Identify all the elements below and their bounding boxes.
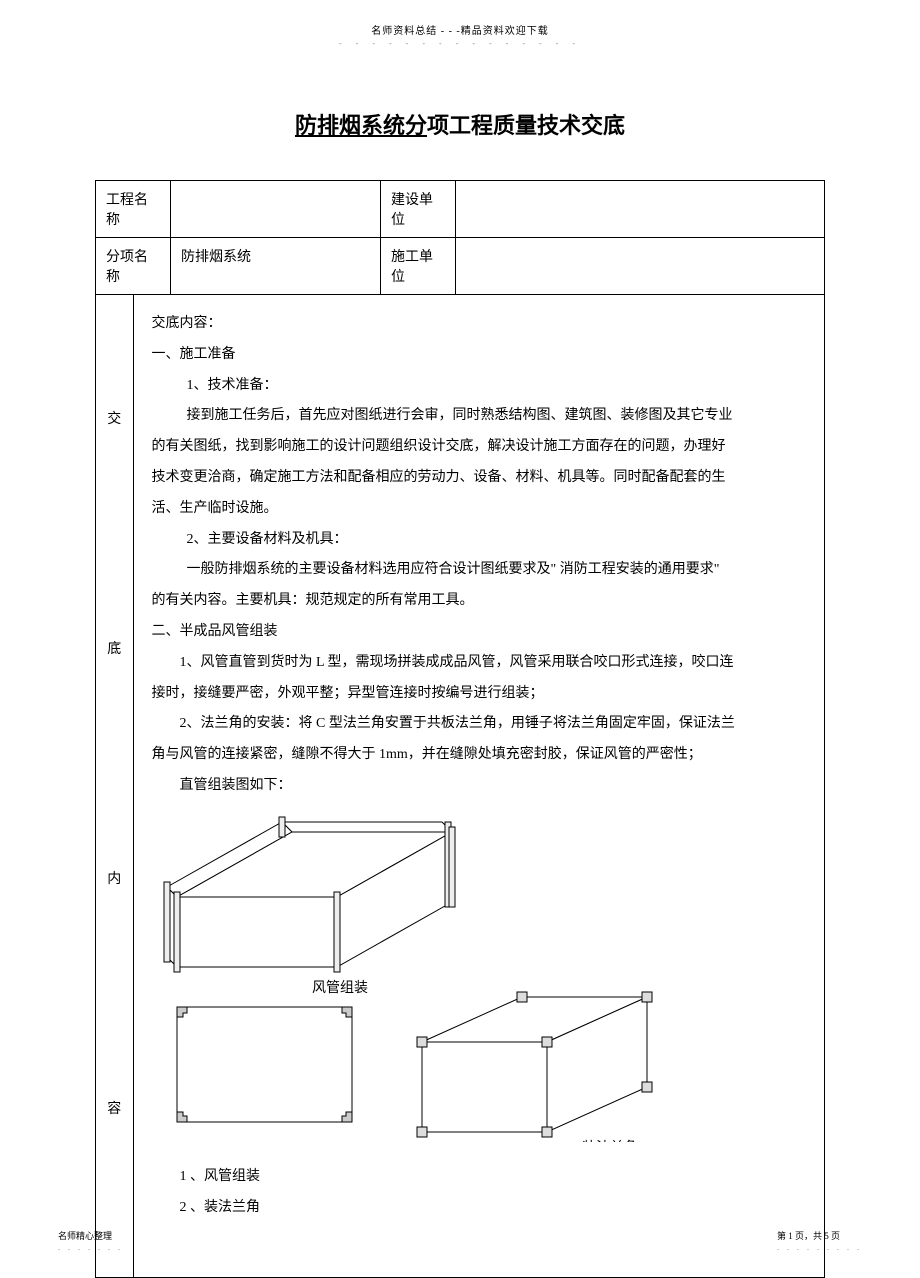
content-p8: 2、主要设备材料及机具：	[152, 525, 807, 556]
main-table: 工程名称 建设单位 分项名称 防排烟系统 施工单位 交 底 内 容 交底内容： …	[95, 180, 825, 1278]
content-p4: 接到施工任务后，首先应对图纸进行会审，同时熟悉结构图、建筑图、装修图及其它专业	[152, 401, 807, 432]
label-sub-item: 分项名称	[96, 238, 171, 295]
title-rest: 项工程质量技术交底	[427, 113, 625, 138]
content-p13: 接时，接缝要严密，外观平整；异型管连接时按编号进行组装；	[152, 679, 807, 710]
content-spacer	[152, 1223, 807, 1263]
side-label-cell: 交 底 内 容	[96, 295, 134, 1278]
val-sub-item: 防排烟系统	[171, 238, 381, 295]
side-char-1: 交	[107, 398, 121, 438]
content-p1: 交底内容：	[152, 309, 807, 340]
content-p11: 二、半成品风管组装	[152, 617, 807, 648]
label-construction-unit: 建设单位	[381, 181, 456, 238]
content-list2: 2 、装法兰角	[152, 1193, 807, 1224]
side-char-3: 内	[107, 858, 121, 898]
content-p12: 1、风管直管到货时为 L 型，需现场拼装成成品风管，风管采用联合咬口形式连接，咬…	[152, 648, 807, 679]
content-cell: 交底内容： 一、施工准备 1、技术准备： 接到施工任务后，首先应对图纸进行会审，…	[133, 295, 825, 1278]
val-contractor	[456, 238, 825, 295]
content-p9: 一般防排烟系统的主要设备材料选用应符合设计图纸要求及" 消防工程安装的通用要求"	[152, 555, 807, 586]
header-dots: - - - - - - - - - - - - - - -	[0, 39, 920, 48]
page-title: 防排烟系统分项工程质量技术交底	[0, 108, 920, 140]
content-p3: 1、技术准备：	[152, 371, 807, 402]
footer-right-text: 第 1 页，共 5 页	[777, 1231, 840, 1241]
val-construction-unit	[456, 181, 825, 238]
side-char-2: 底	[107, 628, 121, 668]
duct-flange-left-icon	[177, 1007, 352, 1122]
content-p7: 活、生产临时设施。	[152, 494, 807, 525]
duct-assembly-icon	[164, 817, 455, 972]
title-underlined: 防排烟系统分	[295, 113, 427, 138]
header-note: 名师资料总结 - - -精品资料欢迎下载	[0, 0, 920, 37]
content-p16: 直管组装图如下：	[152, 771, 807, 802]
footer-right: 第 1 页，共 5 页 . . . . . . . . .	[777, 1229, 862, 1252]
footer-right-dots: . . . . . . . . .	[777, 1243, 862, 1252]
footer-left-dots: . . . . . . .	[58, 1243, 123, 1252]
content-p15: 角与风管的连接紧密，缝隙不得大于 1mm，并在缝隙处填充密封胶，保证风管的严密性…	[152, 740, 807, 771]
label-contractor: 施工单位	[381, 238, 456, 295]
duct-flange-iso-icon	[417, 992, 652, 1137]
duct-diagrams-svg: 风管组装	[152, 812, 822, 1142]
content-p10: 的有关内容。主要机具：规范规定的所有常用工具。	[152, 586, 807, 617]
table-row: 分项名称 防排烟系统 施工单位	[96, 238, 825, 295]
table-row: 工程名称 建设单位	[96, 181, 825, 238]
duct-assembly-label: 风管组装	[312, 980, 368, 996]
label-project-name: 工程名称	[96, 181, 171, 238]
content-p6: 技术变更洽商，确定施工方法和配备相应的劳动力、设备、材料、机具等。同时配备配套的…	[152, 463, 807, 494]
content-p2: 一、施工准备	[152, 340, 807, 371]
content-p14: 2、法兰角的安装：将 C 型法兰角安置于共板法兰角，用锤子将法兰角固定牢固，保证…	[152, 709, 807, 740]
diagram-area: 风管组装	[152, 812, 807, 1142]
content-row: 交 底 内 容 交底内容： 一、施工准备 1、技术准备： 接到施工任务后，首先应…	[96, 295, 825, 1278]
content-p5: 的有关图纸，找到影响施工的设计问题组织设计交底，解决设计施工方面存在的问题，办理…	[152, 432, 807, 463]
val-project-name	[171, 181, 381, 238]
side-char-4: 容	[107, 1088, 121, 1128]
duct-flange-label: 装法兰角	[582, 1140, 638, 1142]
footer-left-text: 名师精心整理	[58, 1231, 112, 1241]
content-list1: 1 、风管组装	[152, 1162, 807, 1193]
side-label-stack: 交 底 内 容	[106, 303, 123, 1223]
footer-left: 名师精心整理 . . . . . . .	[58, 1229, 123, 1252]
